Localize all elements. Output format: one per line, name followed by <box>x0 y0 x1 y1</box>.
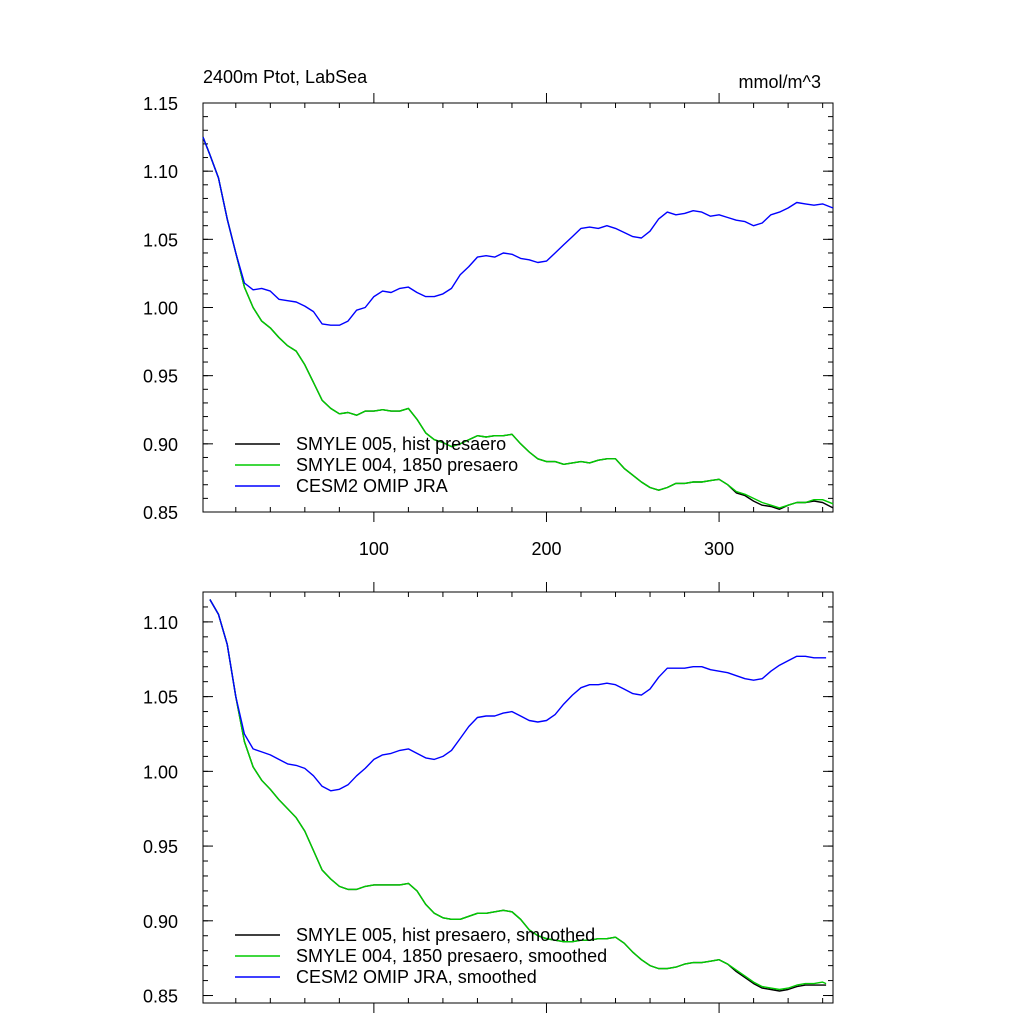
legend-label-3: CESM2 OMIP JRA <box>296 476 448 496</box>
chart-units: mmol/m^3 <box>739 72 821 92</box>
x-tick-label: 300 <box>704 539 734 559</box>
y-tick-label: 0.90 <box>143 435 178 455</box>
legend-label-2: SMYLE 004, 1850 presaero <box>296 455 518 475</box>
y-tick-label: 1.00 <box>143 762 178 782</box>
y-tick-label: 0.85 <box>143 503 178 523</box>
chart-panel-1: 0.85 0.90 0.95 1.00 1.05 1.10 1.15 100 200 300 240… <box>143 67 834 559</box>
y-tick-label: 1.10 <box>143 613 178 633</box>
legend-label-2: SMYLE 004, 1850 presaero, smoothed <box>296 946 607 966</box>
legend-label-1: SMYLE 005, hist presaero, smoothed <box>296 925 595 945</box>
y-tick-label: 1.05 <box>143 688 178 708</box>
y-tick-label: 1.05 <box>143 230 178 250</box>
chart-title: 2400m Ptot, LabSea <box>203 67 368 87</box>
y-tick-label: 0.85 <box>143 987 178 1007</box>
y-tick-label: 1.10 <box>143 162 178 182</box>
plot-frame <box>202 591 834 1004</box>
series-line-2 <box>202 136 834 509</box>
chart-panel-2: 0.85 0.90 0.95 1.00 1.05 1.10 SMYLE 005, hist … <box>143 582 834 1013</box>
y-tick-label: 0.90 <box>143 912 178 932</box>
series-line-2 <box>209 599 827 991</box>
y-tick-label: 1.15 <box>143 94 178 114</box>
y-tick-label: 0.95 <box>143 367 178 387</box>
x-tick-label: 100 <box>359 539 389 559</box>
series-line-3 <box>202 136 834 326</box>
y-tick-label: 1.00 <box>143 299 178 319</box>
legend-label-3: CESM2 OMIP JRA, smoothed <box>296 967 537 987</box>
legend-label-1: SMYLE 005, hist presaero <box>296 434 506 454</box>
series-line-3 <box>209 599 827 792</box>
y-tick-label: 0.95 <box>143 837 178 857</box>
x-tick-label: 200 <box>531 539 561 559</box>
